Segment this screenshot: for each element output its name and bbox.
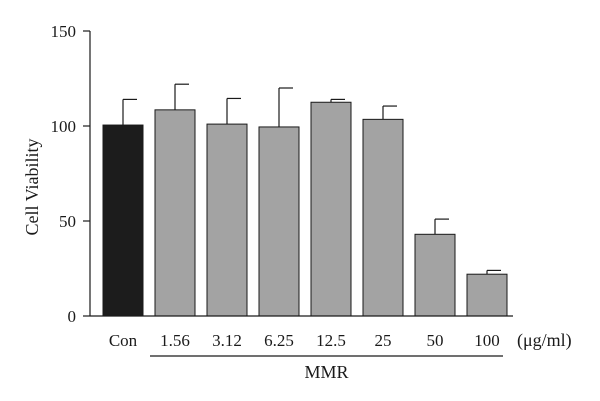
x-tick-label: 25 [375,331,392,350]
bar-50 [414,233,456,317]
bars [90,83,513,317]
y-tick-label: 100 [51,117,77,136]
bar-1.56 [154,109,196,317]
group-label: MMR [304,362,348,382]
y-axis-label: Cell Viability [22,138,42,235]
y-tick-label: 0 [68,307,77,326]
bar-3.12 [206,123,248,317]
bar-6.25 [258,126,300,317]
y-tick-label: 150 [51,22,77,41]
x-tick-labels: Con 1.56 3.12 6.25 12.5 25 50 100 [109,331,500,350]
x-unit-label: (μg/ml) [517,330,572,351]
x-tick-label: 100 [474,331,500,350]
x-tick-label: 1.56 [160,331,190,350]
x-tick-label: Con [109,331,138,350]
x-tick-label: 50 [427,331,444,350]
y-axis: 0 50 100 150 [51,22,91,326]
y-tick-label: 50 [59,212,76,231]
x-tick-label: 6.25 [264,331,294,350]
bar-12.5 [310,101,352,317]
bar-25 [362,118,404,317]
bar-100 [466,273,508,317]
bar-Con [102,124,144,317]
x-tick-label: 3.12 [212,331,242,350]
x-tick-label: 12.5 [316,331,346,350]
